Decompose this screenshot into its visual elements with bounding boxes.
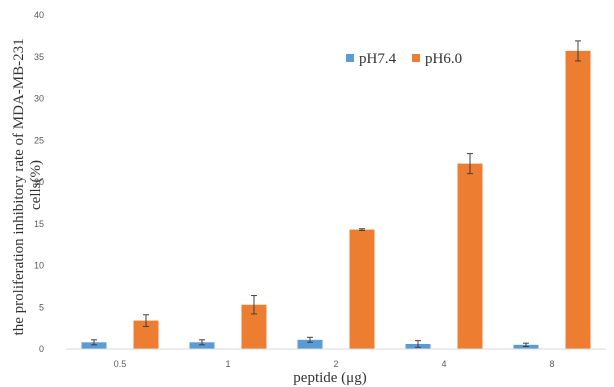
y-tick-label: 0: [39, 344, 44, 354]
y-tick-label: 15: [34, 219, 44, 229]
error-bar: [575, 40, 581, 62]
bar-pH7.4-0.5: [81, 342, 107, 349]
bar-pH6.0-2: [349, 229, 375, 349]
x-tick-label: 1: [225, 359, 230, 369]
error-bar: [91, 339, 97, 346]
error-bar: [467, 153, 473, 175]
y-tick-label: 40: [34, 10, 44, 20]
x-tick-label: 2: [333, 359, 338, 369]
x-tick-label: 0.5: [114, 359, 127, 369]
y-axis-title: the proliferation inhibitory rate of MDA…: [11, 35, 44, 336]
y-tick-label: 20: [34, 177, 44, 187]
bar-pH7.4-2: [297, 339, 323, 349]
y-tick-label: 25: [34, 135, 44, 145]
error-bar: [251, 295, 257, 315]
bar-pH6.0-4: [457, 163, 483, 349]
error-bar: [523, 342, 529, 347]
error-bar: [307, 336, 313, 343]
y-axis-title-line-1: the proliferation inhibitory rate of MDA…: [11, 38, 27, 335]
legend-label-pH7.4: pH7.4: [359, 51, 397, 67]
y-axis-title-line-2: cells(%): [28, 160, 44, 210]
y-tick-label: 10: [34, 261, 44, 271]
error-bars: [91, 40, 581, 348]
legend-swatch-pH6.0: [412, 54, 420, 62]
y-tick-label: 30: [34, 94, 44, 104]
error-bar: [359, 228, 365, 231]
bar-series: [81, 50, 591, 349]
x-tick-label: 4: [441, 359, 446, 369]
error-bar: [199, 339, 205, 346]
bar-pH6.0-8: [565, 50, 591, 349]
bar-pH7.4-1: [189, 342, 215, 349]
x-axis-title: peptide (μg): [293, 370, 366, 386]
legend-swatch-pH7.4: [346, 54, 354, 62]
legend: pH7.4 pH6.0: [346, 51, 462, 67]
error-bar: [415, 340, 421, 348]
legend-label-pH6.0: pH6.0: [425, 51, 462, 67]
x-axis-ticks: 0.5 1 2 4 8: [114, 359, 555, 369]
error-bar: [143, 314, 149, 327]
y-tick-label: 5: [39, 302, 44, 312]
y-tick-label: 35: [34, 52, 44, 62]
y-axis-ticks: 0 5 10 15 20 25 30 35 40: [34, 10, 44, 354]
x-tick-label: 8: [549, 359, 554, 369]
